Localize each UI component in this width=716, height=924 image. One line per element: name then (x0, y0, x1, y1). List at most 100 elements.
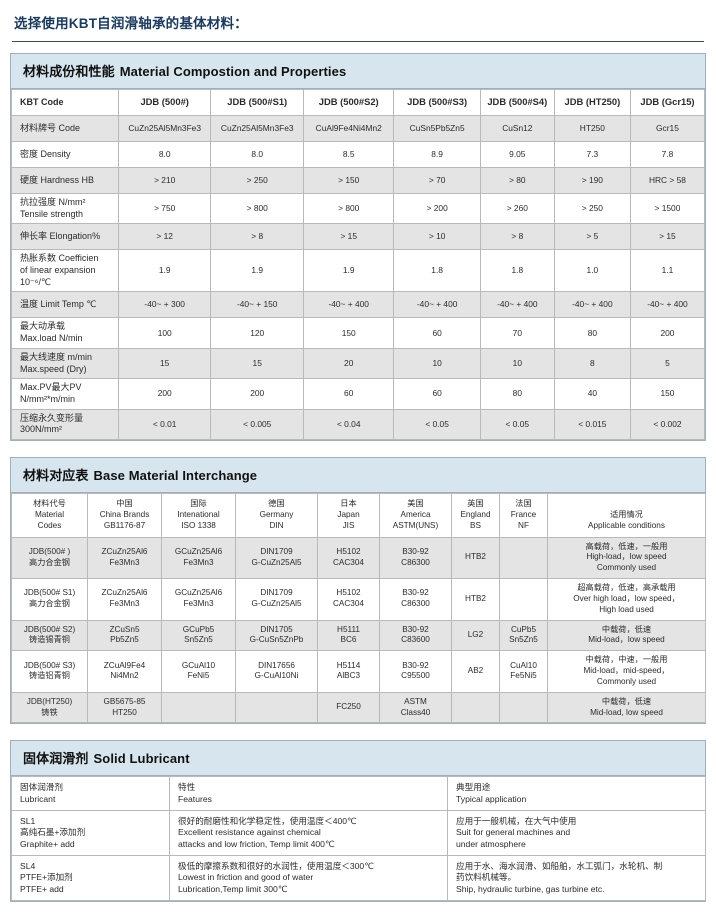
column-header-china: 中国 China Brands GB1176-87 (87, 492, 162, 538)
cell: > 5 (553, 223, 631, 251)
header-line2: Intenational (177, 509, 220, 519)
row-label-limit-temp: 温度 Limit Temp ℃ (11, 291, 119, 319)
cell: 120 (210, 317, 304, 349)
table-row: JDB(500# S3) 铸造铝青铜 ZCuAl9Fe4 Ni4Mn2 GCuAl1… (11, 650, 706, 693)
row-label-en: Max.load N/min (20, 333, 83, 344)
table-row: SL4 PTFE+添加剂 PTFE+ add 极低的摩擦系数和很好的水润性，使用温度… (11, 855, 706, 902)
row-label-max-pv: Max.PV最大PV N/mm²*m/min (11, 378, 119, 410)
column-header-jdb-500s3: JDB (500#S3) (393, 89, 481, 116)
cell-iso (161, 691, 236, 724)
row-label-linear-expansion: 热胀系数 Coefficien of linear expansion 10⁻⁶… (11, 249, 119, 293)
cell: > 250 (210, 167, 304, 194)
cell-applicable-conditions: 中载荷，低速 Mid-load，low speed (547, 619, 706, 652)
cell: < 0.04 (302, 408, 395, 440)
header-line1: 德国 (268, 499, 285, 509)
row-label-cn: 抗拉强度 (20, 197, 57, 207)
cell: 200 (117, 378, 212, 410)
header-line1: 适用情况 (610, 509, 643, 519)
table-solid-lubricant: 固体润滑剂 Lubricant 特性 Features 典型用途 Typical… (11, 776, 706, 902)
cell: CuSn5Pb5Zn5 (393, 115, 481, 142)
cell: 10 (479, 347, 555, 380)
row-label-en: 300N/mm² (20, 424, 63, 435)
cell-china: GB5675-85 HT250 (87, 691, 162, 724)
header-line2: Japan (337, 509, 360, 519)
table-row: 压缩永久变形量 300N/mm² < 0.01 < 0.005 < 0.04 <… (11, 408, 706, 440)
column-header-jdb-500: JDB (500#) (117, 89, 212, 116)
cell: 200 (210, 378, 304, 410)
cell-bs: HTB2 (451, 536, 500, 580)
table-row: 密度 Density 8.0 8.0 8.5 8.9 9.05 7.3 7.8 (11, 141, 706, 168)
section-heading-en: Solid Lubricant (93, 751, 190, 767)
cell-china: ZCuZn25Al6 Fe3Mn3 (87, 578, 162, 621)
table-row-header: 材料代号 Material Codes 中国 China Brands GB11… (11, 492, 706, 538)
cell-material-code: JDB(500# S3) 铸造铝青铜 (11, 650, 88, 693)
column-header-lubricant: 固体润滑剂 Lubricant (11, 776, 170, 812)
cell-china: ZCuSn5 Pb5Zn5 (87, 619, 162, 652)
cell: CuZn25Al5Mn3Fe3 (210, 115, 304, 142)
column-header-material-codes: 材料代号 Material Codes (11, 492, 88, 538)
header-line2: Germany (259, 509, 294, 519)
cell: > 200 (393, 192, 481, 225)
table-row: JDB(500# S1) 高力合金钢 ZCuZn25Al6 Fe3Mn3 GCuZn… (11, 578, 706, 621)
cell: 60 (393, 317, 481, 349)
column-header-japan: 日本 Japan JIS (317, 492, 380, 538)
cell: > 800 (302, 192, 395, 225)
cell-astm: B30-92 C86300 (379, 578, 452, 621)
cell-applicable-conditions: 中载荷，低速 Mid-load, low speed (547, 691, 706, 724)
cell: 8.9 (393, 141, 481, 168)
cell: HRC > 58 (629, 167, 706, 194)
cell: 150 (629, 378, 706, 410)
header-line3: DIN (269, 520, 284, 530)
cell: > 15 (629, 223, 706, 251)
table-row: 热胀系数 Coefficien of linear expansion 10⁻⁶… (11, 249, 706, 293)
row-label-en: Max.speed (Dry) (20, 363, 87, 374)
section-material-composition: 材料成份和性能 Material Compostion and Propertie… (10, 53, 706, 441)
cell-bs (451, 691, 500, 724)
table-row: JDB(500# ) 高力合金钢 ZCuZn25Al6 Fe3Mn3 GCuZn25… (11, 536, 706, 580)
table-row: 材料牌号 Code CuZn25Al5Mn3Fe3 CuZn25Al5Mn3Fe… (11, 115, 706, 142)
cell-jis: H5111 BC6 (317, 619, 380, 652)
cell: 1.0 (553, 249, 631, 293)
header-line3: NF (518, 520, 529, 530)
header-line3: JIS (342, 520, 355, 530)
cell: 15 (210, 347, 304, 380)
cell: > 12 (117, 223, 212, 251)
header-line2: Features (178, 793, 212, 804)
column-header-typical-application: 典型用途 Typical application (447, 776, 706, 812)
cell: < 0.05 (393, 408, 481, 440)
column-header-jdb-gcr15: JDB (Gcr15) (629, 89, 706, 116)
cell: > 150 (302, 167, 395, 194)
column-header-kbt-code: KBT Code (11, 89, 119, 116)
row-label-cn: 热胀系数 (20, 253, 57, 264)
cell: 80 (553, 317, 631, 349)
cell: 8.0 (210, 141, 304, 168)
cell: 70 (479, 317, 555, 349)
cell: 1.9 (117, 249, 212, 293)
cell: > 10 (393, 223, 481, 251)
header-line2: China Brands (99, 509, 150, 519)
header-line2: Material (34, 509, 65, 519)
cell: CuSn12 (479, 115, 555, 142)
cell-applicable-conditions: 超高载荷，低速，高承载用 Over high load，low speed， Hig… (547, 578, 706, 621)
page-title: 选择使用KBT自润滑轴承的基体材料： (14, 16, 248, 31)
row-label-en: Code (58, 122, 81, 133)
cell: > 8 (210, 223, 304, 251)
cell: < 0.05 (479, 408, 555, 440)
cell-material-code: JDB(500# ) 高力合金钢 (11, 536, 88, 580)
header-line1: 材料代号 (33, 499, 66, 509)
row-label-hardness: 硬度 Hardness HB (11, 167, 119, 194)
cell-nf (499, 691, 548, 724)
header-line2: Applicable conditions (588, 520, 665, 530)
cell: 80 (479, 378, 555, 410)
header-line2: America (400, 509, 431, 519)
cell: -40~ + 400 (479, 291, 555, 319)
row-label-en: Hardness HB (40, 174, 95, 185)
column-header-germany: 德国 Germany DIN (235, 492, 318, 538)
column-header-england: 英国 England BS (451, 492, 500, 538)
cell-material-code: JDB(500# S2) 铸造锡青铜 (11, 619, 88, 652)
row-label-line2: of linear expansion (20, 265, 96, 276)
row-label-en: Tensile strength (20, 208, 84, 219)
cell: 7.8 (629, 141, 706, 168)
table-row: 抗拉强度 N/mm² Tensile strength > 750 > 800 … (11, 192, 706, 225)
